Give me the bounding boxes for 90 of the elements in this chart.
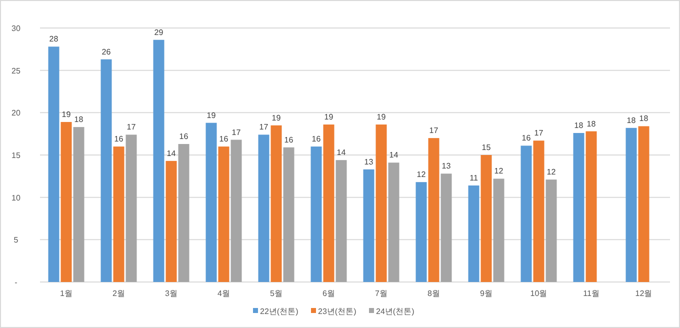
data-label: 15: [482, 143, 492, 152]
bar: [48, 46, 60, 282]
data-label: 19: [206, 110, 216, 120]
x-tick-label: 7월: [375, 289, 388, 298]
bar: [258, 134, 270, 282]
x-tick-label: 5월: [270, 289, 282, 298]
bar: [310, 146, 322, 282]
bar: [206, 122, 217, 282]
x-tick-label: 3월: [165, 289, 178, 298]
bar: [573, 132, 584, 282]
data-label: 19: [62, 110, 72, 119]
data-label: 12: [546, 168, 556, 177]
data-label: 16: [312, 134, 322, 144]
x-tick-label: 11월: [583, 289, 600, 298]
bar: [323, 124, 334, 282]
bar: [73, 127, 84, 282]
bar: [626, 128, 637, 282]
bar: [440, 174, 452, 282]
data-label: 17: [126, 122, 136, 132]
data-label: 12: [416, 170, 426, 180]
data-label: 17: [232, 128, 242, 137]
bar: [113, 146, 124, 282]
data-label: 18: [586, 119, 596, 128]
x-tick-label: 9월: [480, 289, 492, 298]
data-label: 16: [219, 134, 229, 144]
data-label: 17: [429, 126, 439, 136]
x-tick-label: 6월: [322, 289, 335, 298]
bar: [218, 146, 230, 282]
y-tick-label: -: [14, 278, 18, 287]
x-tick-label: 1월: [60, 289, 72, 298]
x-tick-label: 2월: [112, 289, 125, 298]
bar: [638, 126, 650, 282]
bar: [126, 134, 137, 282]
data-label: 16: [284, 135, 294, 144]
legend-label: 23년(천톤): [318, 307, 357, 316]
bar: [363, 169, 374, 282]
data-label: 17: [259, 122, 269, 132]
data-label: 18: [626, 116, 636, 125]
y-tick-label: 10: [12, 193, 21, 202]
bar: [388, 162, 400, 282]
bar: [376, 124, 387, 282]
bar: [493, 178, 504, 282]
data-label: 14: [389, 150, 399, 160]
y-tick-label: 30: [12, 24, 21, 33]
data-label: 19: [272, 113, 282, 122]
data-label: 18: [574, 120, 584, 130]
data-label: 29: [154, 28, 164, 37]
y-tick-label: 20: [12, 108, 21, 118]
data-label: 16: [522, 134, 532, 143]
data-label: 13: [442, 162, 452, 171]
data-label: 13: [364, 157, 374, 166]
data-label: 28: [49, 34, 59, 44]
x-tick-label: 4월: [218, 289, 230, 298]
bar: [336, 160, 347, 282]
bar: [533, 140, 544, 282]
bar: [480, 155, 492, 282]
bar: [153, 40, 164, 282]
data-label: 16: [114, 134, 124, 144]
data-label: 19: [376, 112, 386, 122]
data-label: 11: [470, 173, 478, 182]
data-label: 12: [494, 166, 504, 176]
bar: [60, 122, 72, 282]
data-label: 14: [336, 148, 346, 158]
data-label: 17: [534, 128, 544, 138]
x-tick-label: 10월: [530, 289, 548, 298]
x-tick-label: 12월: [635, 289, 652, 298]
bar: [230, 140, 242, 282]
legend-label: 22년(천톤): [260, 307, 299, 316]
data-label: 14: [166, 148, 176, 158]
data-label: 18: [74, 115, 84, 124]
bar: [416, 182, 427, 282]
y-tick-label: 5: [14, 236, 19, 245]
x-tick-label: 8월: [428, 289, 440, 298]
data-label: 18: [639, 114, 649, 124]
bar: [546, 180, 557, 282]
bar: [283, 147, 294, 282]
bar: [428, 138, 440, 282]
bar: [468, 185, 480, 282]
bar: [270, 125, 282, 282]
data-label: 26: [102, 47, 112, 56]
y-tick-label: 15: [12, 151, 21, 160]
bar: [520, 146, 532, 282]
data-label: 19: [324, 112, 334, 122]
legend-label: 24년(천톤): [376, 307, 415, 316]
bar: [166, 160, 177, 282]
bar: [178, 144, 190, 282]
bar: [586, 131, 597, 282]
data-label: 16: [179, 132, 189, 141]
y-tick-label: 25: [12, 66, 21, 76]
bar: [100, 59, 112, 282]
